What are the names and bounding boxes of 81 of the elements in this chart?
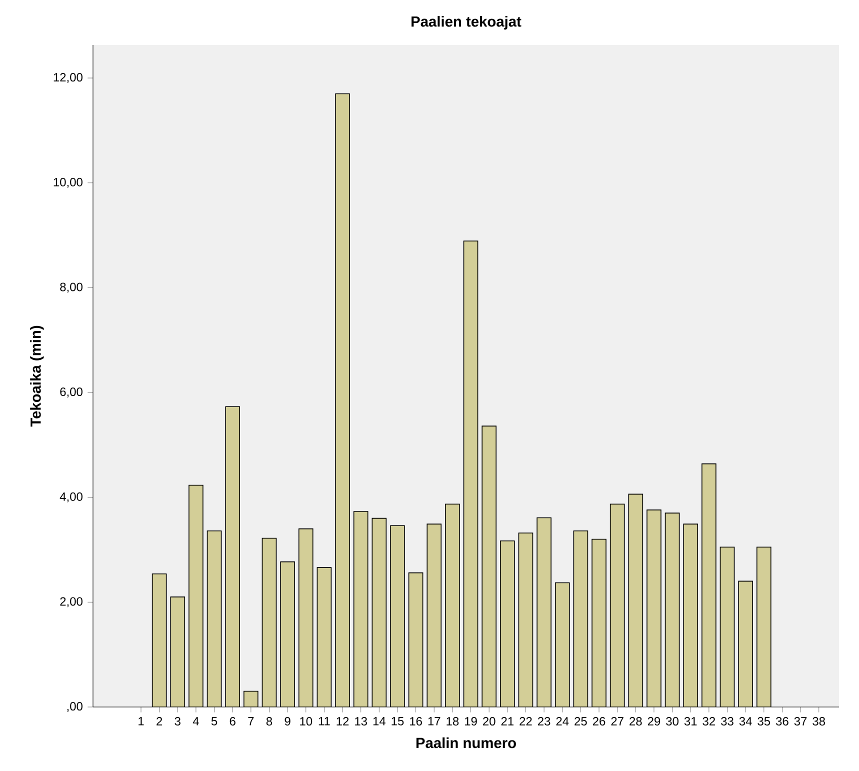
x-tick-label: 27 bbox=[611, 717, 624, 726]
y-tick-label: 4,00 bbox=[60, 492, 82, 502]
bar bbox=[554, 582, 570, 707]
x-tick-label: 10 bbox=[300, 717, 312, 726]
bar bbox=[610, 504, 625, 707]
bar bbox=[426, 524, 442, 707]
x-tick-label: 32 bbox=[702, 717, 715, 726]
x-tick-label: 18 bbox=[446, 717, 459, 726]
x-tick-label: 36 bbox=[776, 717, 788, 726]
x-tick-label: 30 bbox=[666, 717, 679, 726]
bar bbox=[372, 518, 387, 707]
x-tick-label: 14 bbox=[373, 717, 386, 726]
bar bbox=[152, 573, 167, 707]
bar bbox=[262, 538, 277, 707]
x-axis-title: Paalin numero bbox=[416, 737, 516, 748]
x-tick-label: 38 bbox=[812, 717, 826, 726]
bar bbox=[518, 532, 534, 707]
bar bbox=[592, 538, 606, 707]
x-tick-label: 2 bbox=[156, 717, 162, 726]
bar bbox=[408, 572, 424, 707]
x-tick-label: 28 bbox=[630, 717, 642, 726]
x-tick-label: 13 bbox=[355, 717, 367, 726]
y-tick-label: 8,00 bbox=[60, 282, 82, 293]
x-tick-label: 34 bbox=[739, 717, 752, 726]
x-tick-label: 35 bbox=[758, 717, 770, 726]
x-tick-label: 37 bbox=[794, 717, 807, 726]
x-tick-label: 8 bbox=[266, 717, 272, 726]
x-tick-label: 11 bbox=[318, 717, 330, 726]
x-tick-label: 17 bbox=[428, 717, 440, 726]
x-tick-label: 12 bbox=[336, 717, 349, 726]
x-tick-label: 23 bbox=[538, 717, 550, 726]
bar bbox=[353, 511, 368, 707]
x-tick-label: 31 bbox=[684, 717, 697, 726]
x-tick-label: 3 bbox=[174, 717, 180, 726]
x-tick-label: 26 bbox=[592, 717, 606, 726]
bar bbox=[316, 567, 332, 707]
x-tick-label: 4 bbox=[192, 717, 199, 726]
bar bbox=[628, 494, 644, 707]
y-tick-label: 10,00 bbox=[54, 178, 82, 188]
x-tick-label: 1 bbox=[138, 717, 144, 726]
bar bbox=[756, 546, 772, 707]
x-tick-label: 15 bbox=[392, 717, 404, 726]
bar bbox=[225, 406, 240, 707]
x-tick-label: 24 bbox=[556, 717, 569, 726]
bar bbox=[646, 510, 662, 707]
bar bbox=[280, 561, 295, 707]
bar bbox=[738, 580, 753, 707]
bar bbox=[445, 504, 460, 707]
x-tick-label: 21 bbox=[501, 717, 514, 726]
bar bbox=[482, 426, 496, 707]
bar bbox=[664, 512, 680, 707]
x-tick-label: 29 bbox=[648, 717, 660, 726]
chart-title: Paalien tekoajat bbox=[412, 16, 522, 30]
bar bbox=[702, 463, 716, 707]
y-tick-label: 2,00 bbox=[60, 597, 82, 608]
bar bbox=[206, 530, 222, 707]
x-tick-label: 22 bbox=[520, 717, 532, 726]
y-tick-label: 6,00 bbox=[60, 388, 82, 398]
bar bbox=[335, 93, 350, 707]
x-tick-label: 6 bbox=[230, 717, 236, 726]
x-tick-label: 16 bbox=[410, 717, 422, 726]
bar bbox=[463, 240, 478, 707]
x-tick-label: 20 bbox=[483, 717, 496, 726]
y-axis-title: Tekoaika (min) bbox=[30, 326, 44, 427]
bar bbox=[536, 517, 552, 707]
bar bbox=[188, 484, 204, 707]
bar bbox=[390, 525, 405, 707]
x-tick-label: 9 bbox=[284, 717, 290, 726]
x-tick-label: 33 bbox=[721, 717, 734, 726]
x-tick-label: 5 bbox=[211, 717, 218, 726]
bar bbox=[298, 528, 314, 707]
x-tick-label: 7 bbox=[248, 717, 254, 726]
y-tick-label: 12,00 bbox=[54, 73, 82, 83]
bar bbox=[720, 546, 735, 707]
x-tick-label: 25 bbox=[574, 717, 587, 726]
bar bbox=[500, 540, 515, 707]
bar bbox=[170, 596, 186, 707]
y-tick-label: ,00 bbox=[67, 702, 82, 712]
bar bbox=[683, 524, 698, 707]
bar bbox=[573, 530, 588, 707]
x-tick-label: 19 bbox=[465, 717, 477, 726]
